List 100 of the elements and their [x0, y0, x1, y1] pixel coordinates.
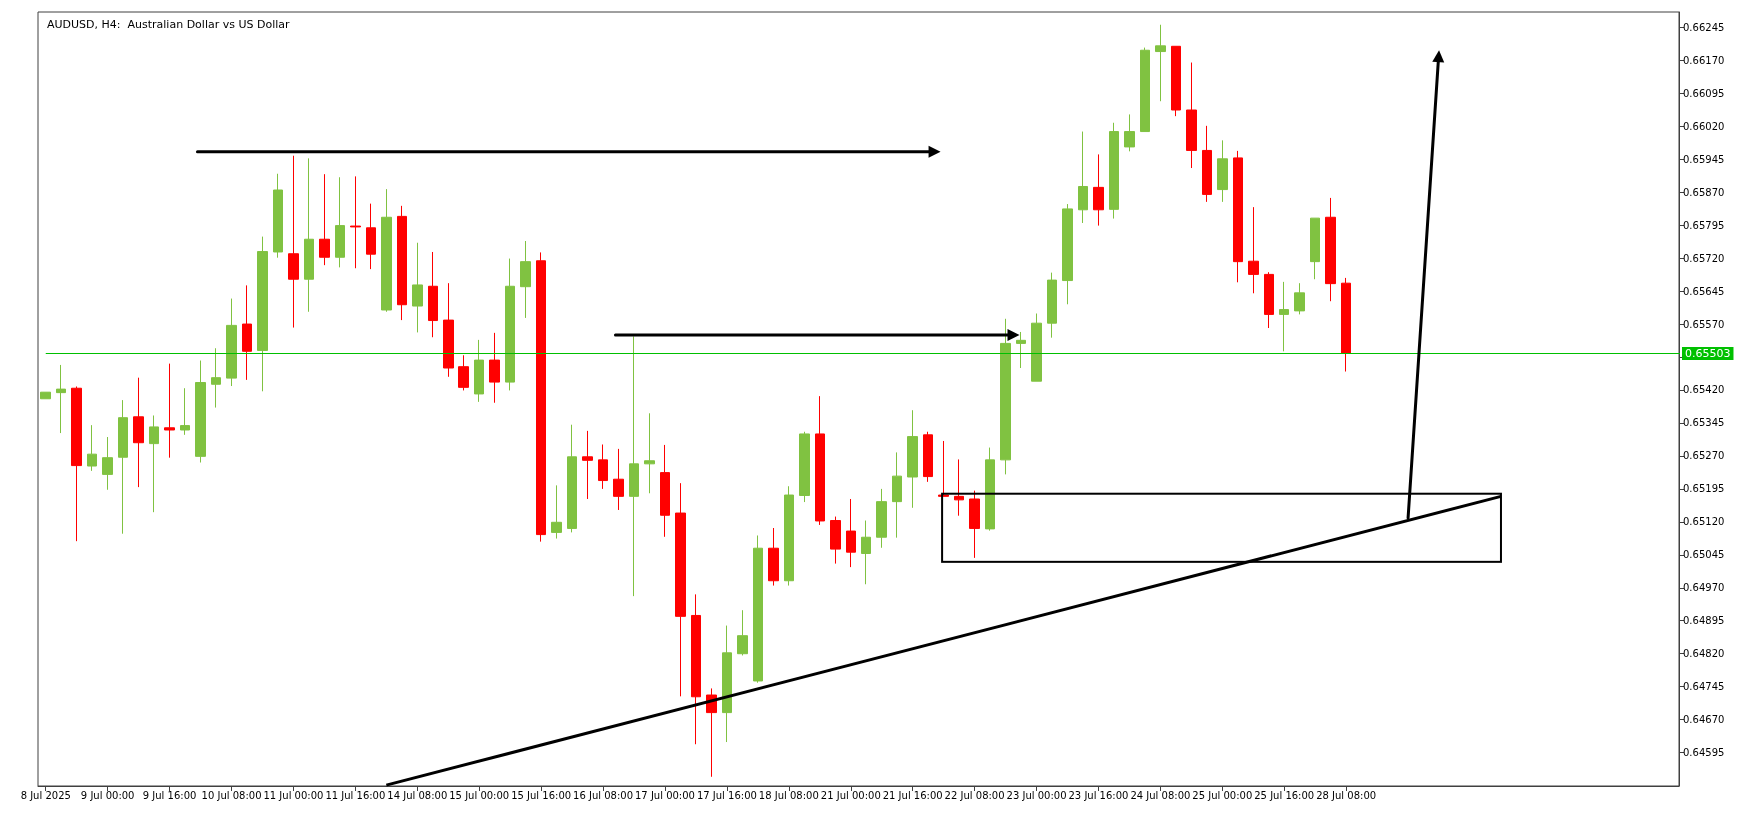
y-tick-label: 0.65720 [1683, 252, 1725, 264]
x-tick-label: 25 Jul 00:00 [1192, 789, 1253, 801]
x-tick-label: 11 Jul 16:00 [325, 789, 386, 801]
candlestick [1202, 125, 1212, 203]
candlestick [350, 175, 361, 269]
candlestick [149, 414, 159, 513]
candlestick [257, 236, 268, 392]
y-tick-label: 0.65570 [1683, 318, 1725, 330]
y-tick-label: 0.65795 [1683, 219, 1725, 231]
candlestick [1171, 45, 1181, 117]
y-tick-label: 0.64895 [1683, 615, 1725, 627]
candlestick [180, 387, 190, 436]
candlestick [985, 447, 995, 532]
y-tick-label: 0.64595 [1683, 747, 1725, 759]
y-tick-label: 0.66095 [1683, 87, 1725, 99]
x-tick-label: 17 Jul 16:00 [696, 789, 757, 801]
candlestick [644, 412, 655, 494]
x-tick-label: 21 Jul 00:00 [820, 789, 881, 801]
candlestick [489, 332, 500, 404]
candlestick [1062, 203, 1073, 305]
candlestick [273, 173, 283, 259]
y-tick-label: 0.65120 [1683, 516, 1725, 528]
candlestick [40, 391, 51, 400]
candlestick [195, 360, 206, 464]
y-tick-label: 0.65270 [1683, 450, 1725, 462]
candlestick [319, 173, 330, 266]
candlestick [164, 363, 175, 459]
y-tick-label: 0.64670 [1683, 714, 1725, 726]
candlestick [1217, 139, 1228, 203]
y-tick-label: 0.64970 [1683, 582, 1725, 594]
x-tick-label: 23 Jul 16:00 [1068, 789, 1129, 801]
y-tick-label: 0.65870 [1683, 186, 1725, 198]
candlestick [1325, 197, 1336, 302]
candlestick [428, 251, 438, 338]
candlestick [1078, 131, 1088, 224]
candlestick [412, 242, 423, 333]
x-tick-label: 16 Jul 08:00 [573, 789, 634, 801]
y-tick-label: 0.64820 [1683, 648, 1725, 660]
candlestick [551, 484, 562, 540]
x-tick-label: 22 Jul 08:00 [944, 789, 1005, 801]
candlestick [938, 440, 949, 497]
candlestick [335, 176, 345, 268]
y-tick-label: 0.66170 [1683, 54, 1725, 66]
x-tick-label: 10 Jul 08:00 [201, 789, 262, 801]
candlestick [815, 395, 825, 526]
candlestick [1264, 271, 1274, 329]
candlestick [629, 335, 639, 597]
candlestick [691, 593, 701, 745]
candlestick [1093, 153, 1104, 227]
candlestick [737, 609, 748, 656]
candlestick [753, 534, 763, 684]
candlestick [1248, 206, 1259, 294]
y-tick-label: 0.65945 [1683, 153, 1725, 165]
y-tick-label: 0.64745 [1683, 681, 1725, 693]
candlestick [969, 490, 980, 559]
candlestick [1016, 331, 1026, 369]
x-tick-label: 23 Jul 00:00 [1006, 789, 1067, 801]
candlestick [923, 431, 933, 483]
candlestick [1155, 24, 1166, 102]
x-tick-label: 17 Jul 00:00 [635, 789, 695, 801]
candlestick [536, 251, 546, 543]
candlestick [1047, 272, 1057, 339]
candlestick [133, 377, 144, 488]
candlestick [443, 282, 454, 378]
candlestick [784, 485, 794, 587]
candlestick [1279, 281, 1289, 352]
candlestick [474, 339, 484, 403]
x-tick-label: 14 Jul 08:00 [387, 789, 448, 801]
ref-line-label: 0.65503 [1685, 347, 1731, 361]
candlestick [71, 385, 82, 542]
y-tick-label: 0.65345 [1683, 417, 1725, 429]
x-tick-label: 15 Jul 00:00 [449, 789, 510, 801]
x-tick-label: 21 Jul 16:00 [882, 789, 943, 801]
x-tick-label: 25 Jul 16:00 [1254, 789, 1315, 801]
candlestick [102, 436, 113, 491]
candlestick [211, 347, 221, 409]
y-tick-label: 0.65645 [1683, 285, 1725, 297]
candlestick [1031, 313, 1042, 382]
candlestick [1140, 47, 1150, 133]
candlestick [907, 409, 918, 509]
candlestick [660, 444, 670, 538]
candlestick [1294, 282, 1305, 315]
candlestick [582, 430, 593, 500]
candlestick [1124, 113, 1135, 152]
candlestick [675, 482, 686, 697]
x-tick-label: 28 Jul 08:00 [1316, 789, 1377, 801]
candlestick [288, 155, 299, 329]
candlestick [799, 431, 810, 503]
candlestick [87, 424, 97, 472]
candlestick [613, 448, 624, 511]
y-tick-label: 0.65045 [1683, 549, 1725, 561]
candlestick [1341, 277, 1351, 373]
x-tick-label: 8 Jul 2025 [20, 789, 71, 801]
candlestick [1233, 150, 1243, 283]
candlestick [876, 488, 887, 549]
y-tick-label: 0.65420 [1683, 384, 1725, 396]
candlestick [892, 451, 902, 539]
candlestick [56, 364, 66, 434]
candlestick [458, 354, 469, 391]
candlestick [861, 520, 871, 585]
